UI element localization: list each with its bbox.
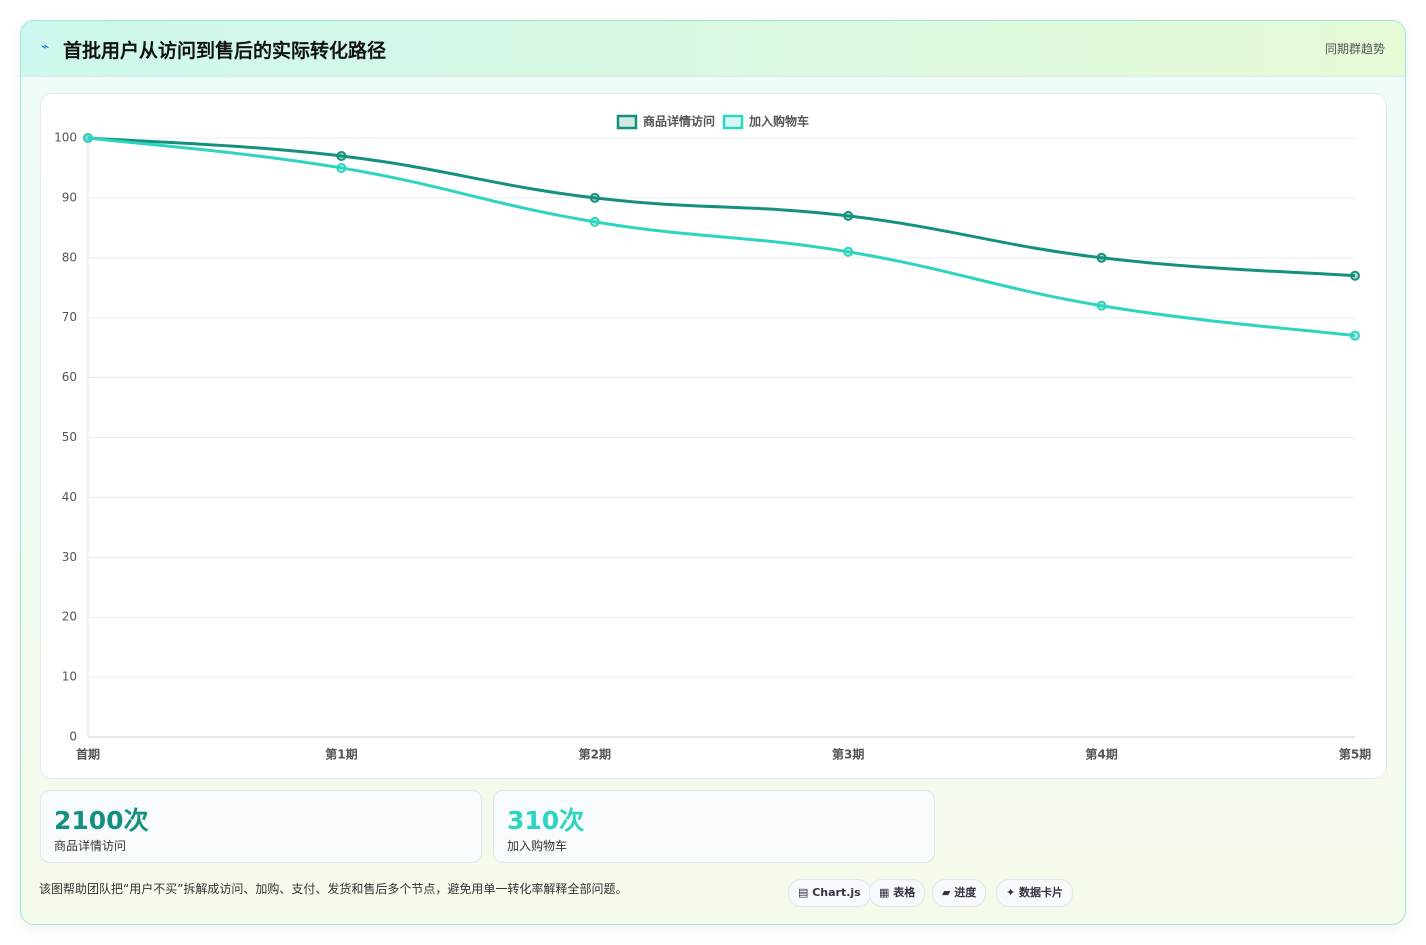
data-point	[83, 133, 93, 143]
series-line	[87, 136, 1356, 278]
chart-panel: 0 10 20 30 40 50 60 70 80 90 100 首期 第1期 第2期 第3期 第4期 第5期 商…	[40, 93, 1387, 779]
y-tick-label: 80	[62, 250, 77, 264]
data-point	[843, 210, 854, 221]
data-point	[589, 216, 600, 227]
data-point	[336, 150, 347, 161]
header-icon: ⌁	[41, 39, 50, 55]
y-tick-label: 60	[62, 370, 77, 384]
x-tick-label: 第4期	[1085, 747, 1117, 762]
data-point	[1096, 300, 1107, 311]
x-tick-label: 首期	[76, 747, 100, 762]
tag[interactable]: ✦ 数据卡片	[996, 879, 1074, 907]
stat-value: 310次	[507, 806, 585, 835]
series-line	[87, 136, 1356, 338]
card: ⌁ 首批用户从访问到售后的实际转化路径 同期群趋势 0 10 20 30 40 50 60 7…	[20, 20, 1406, 925]
x-tick-label: 第5期	[1339, 747, 1371, 762]
y-tick-label: 50	[62, 430, 77, 444]
tag[interactable]: ▤ Chart.js	[788, 879, 871, 907]
data-point	[1350, 270, 1360, 281]
y-tick-label: 40	[62, 490, 77, 504]
stat-label: 商品详情访问	[54, 839, 127, 853]
header-badge: 同期群趋势	[1324, 42, 1385, 56]
y-tick-label: 70	[62, 310, 77, 324]
legend-swatch	[722, 114, 744, 130]
data-point	[336, 162, 347, 173]
x-tick-label: 第1期	[325, 747, 357, 762]
tag[interactable]: ▦ 表格	[869, 879, 926, 907]
stat-card: 310次 加入购物车	[493, 790, 935, 863]
legend-label: 加入购物车	[748, 114, 809, 129]
data-point	[1350, 330, 1360, 341]
card-title: 首批用户从访问到售后的实际转化路径	[63, 40, 387, 62]
y-tick-label: 0	[69, 730, 77, 744]
x-tick-label: 第2期	[579, 747, 611, 762]
card-header: ⌁ 首批用户从访问到售后的实际转化路径 同期群趋势	[21, 21, 1405, 77]
stat-value: 2100次	[54, 806, 149, 835]
stat-label: 加入购物车	[507, 839, 568, 853]
y-tick-label: 10	[62, 670, 77, 684]
chart: 0 10 20 30 40 50 60 70 80 90 100 首期 第1期 第2期 第3期 第4期 第5期 商…	[54, 114, 1371, 762]
data-point	[589, 192, 600, 203]
x-tick-label: 第3期	[832, 747, 864, 762]
y-tick-label: 20	[62, 610, 77, 624]
y-tick-label: 30	[62, 550, 77, 564]
y-tick-label: 100	[54, 131, 77, 145]
legend-swatch	[616, 114, 638, 130]
stat-card: 2100次 商品详情访问	[40, 790, 482, 863]
data-point	[843, 246, 854, 257]
note: 该图帮助团队把“用户不买”拆解成访问、加购、支付、发货和售后多个节点，避免用单一…	[39, 882, 628, 896]
tag[interactable]: ▰ 进度	[932, 879, 987, 907]
y-tick-label: 90	[62, 190, 77, 204]
legend-label: 商品详情访问	[643, 114, 715, 129]
data-point	[1096, 252, 1107, 263]
